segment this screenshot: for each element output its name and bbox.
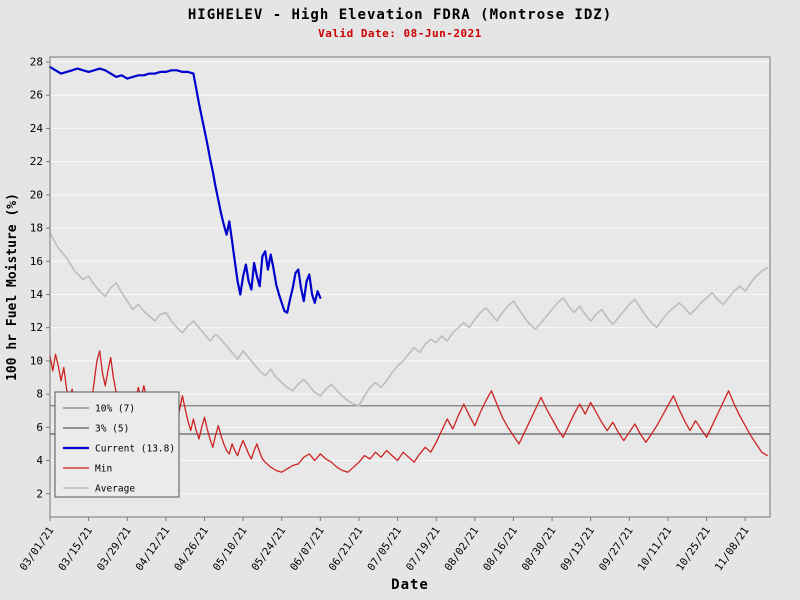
x-tick-label: 04/12/21 — [133, 525, 172, 573]
y-tick-label: 22 — [30, 155, 43, 168]
x-tick-label: 10/11/21 — [636, 525, 675, 573]
x-tick-label: 07/05/21 — [365, 525, 404, 573]
chart-title: HIGHELEV - High Elevation FDRA (Montrose… — [187, 7, 613, 23]
series-average — [49, 232, 769, 407]
legend-item-label: Current (13.8) — [95, 444, 175, 455]
valid-date-subtitle: Valid Date: 08-Jun-2021 — [318, 27, 482, 40]
y-axis-title: 100 hr Fuel Moisture (%) — [5, 193, 20, 381]
x-axis-title: Date — [391, 577, 429, 593]
y-tick-label: 20 — [30, 188, 43, 201]
x-tick-label: 05/24/21 — [249, 525, 288, 573]
x-tick-label: 03/15/21 — [56, 525, 95, 573]
legend-item-label: Min — [95, 464, 112, 475]
plot-border — [49, 56, 771, 518]
x-tick-label: 08/30/21 — [520, 525, 559, 573]
x-tick-label: 05/10/21 — [211, 525, 250, 573]
x-tick-label: 06/21/21 — [327, 525, 366, 573]
legend-item-label: Average — [95, 484, 135, 495]
legend-box — [54, 391, 180, 498]
x-tick-label: 07/19/21 — [404, 525, 443, 573]
y-tick-label: 26 — [30, 89, 43, 102]
x-tick-label: 04/26/21 — [172, 525, 211, 573]
y-tick-label: 2 — [36, 487, 43, 500]
y-tick-label: 18 — [30, 222, 43, 235]
x-tick-label: 11/08/21 — [713, 525, 752, 573]
y-tick-label: 8 — [36, 388, 43, 401]
y-tick-label: 16 — [30, 255, 43, 268]
y-tick-label: 24 — [30, 122, 44, 135]
y-tick-label: 10 — [30, 354, 43, 367]
y-tick-label: 14 — [30, 288, 44, 301]
x-tick-label: 03/29/21 — [95, 525, 134, 573]
x-tick-label: 08/16/21 — [481, 525, 520, 573]
x-tick-label: 09/27/21 — [597, 525, 636, 573]
legend-item-label: 3% (5) — [95, 424, 129, 435]
series-current — [48, 65, 322, 314]
x-tick-label: 08/02/21 — [442, 525, 481, 573]
x-tick-label: 06/07/21 — [288, 525, 327, 573]
y-tick-label: 4 — [36, 454, 43, 467]
y-tick-label: 12 — [30, 321, 43, 334]
x-tick-label: 03/01/21 — [18, 525, 57, 573]
legend-item-label: 10% (7) — [95, 404, 135, 415]
x-tick-label: 10/25/21 — [674, 525, 713, 573]
y-tick-label: 28 — [30, 55, 43, 68]
x-tick-label: 09/13/21 — [558, 525, 597, 573]
y-tick-label: 6 — [36, 421, 43, 434]
